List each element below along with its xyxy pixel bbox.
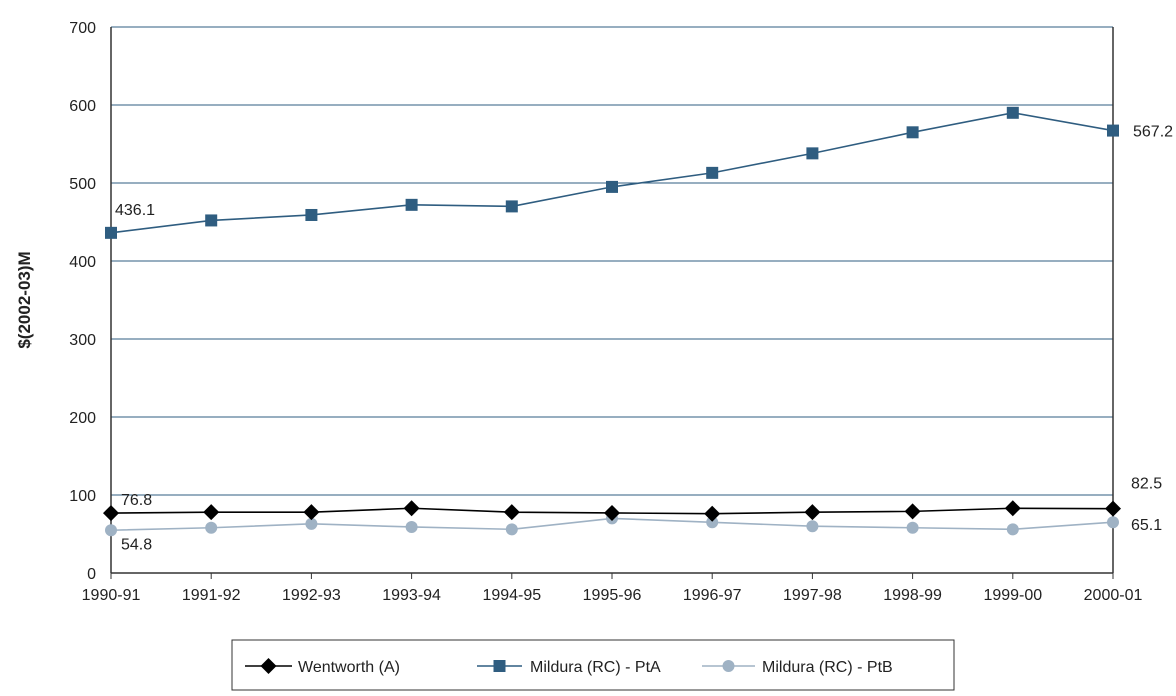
legend-item-1: Mildura (RC) - PtA — [477, 659, 661, 676]
data-point — [704, 505, 721, 522]
x-tick-label: 1994-95 — [482, 587, 541, 604]
x-tick-label: 1991-92 — [182, 587, 241, 604]
data-point — [305, 517, 318, 530]
y-tick-label: 600 — [69, 98, 96, 115]
series-0 — [103, 500, 1121, 522]
data-point — [505, 200, 518, 213]
legend: Wentworth (A) Mildura (RC) - PtA Mildura (… — [231, 639, 955, 691]
y-tick-label: 400 — [69, 254, 96, 271]
y-tick-label: 700 — [69, 20, 96, 37]
legend-item-0: Wentworth (A) — [245, 658, 400, 676]
y-tick-label: 500 — [69, 176, 96, 193]
data-point — [604, 504, 620, 521]
data-point — [804, 504, 821, 521]
data-point — [105, 226, 117, 239]
y-tick-label: 100 — [69, 488, 96, 505]
legend-marker — [260, 658, 277, 674]
x-tick-label: 1997-98 — [783, 587, 842, 604]
legend-label: Mildura (RC) - PtB — [762, 659, 893, 676]
y-axis-label: $(2002-03)M — [15, 251, 34, 348]
gridlines — [111, 26, 1113, 496]
data-point — [103, 505, 119, 522]
legend-marker — [493, 660, 506, 672]
legend-marker — [722, 660, 735, 672]
data-point — [906, 521, 919, 534]
x-tick-labels: 1990-91 1991-92 1992-93 1993-94 1994-95 1995-… — [82, 587, 1143, 604]
x-tick-label: 1999-00 — [983, 587, 1042, 604]
x-tick-label: 2000-01 — [1084, 587, 1143, 604]
legend-item-2: Mildura (RC) - PtB — [702, 659, 893, 676]
data-label: 82.5 — [1131, 476, 1162, 493]
series-1 — [105, 106, 1119, 239]
data-point — [505, 523, 518, 536]
x-tick-label: 1993-94 — [382, 587, 441, 604]
data-point — [1006, 106, 1019, 119]
series-line — [110, 111, 1114, 234]
x-tick-label: 1992-93 — [282, 587, 341, 604]
axes — [110, 27, 1114, 579]
data-labels: 436.1 567.2 76.8 82.5 54.8 65.1 — [115, 124, 1173, 554]
y-tick-labels: 0 100 200 300 400 500 600 700 — [69, 20, 96, 583]
data-point — [606, 180, 618, 193]
data-point — [305, 208, 318, 221]
data-point — [806, 147, 819, 160]
data-point — [503, 504, 520, 521]
data-point — [1107, 124, 1119, 137]
data-point — [1105, 500, 1121, 517]
series-group — [103, 106, 1121, 537]
data-point — [403, 500, 420, 517]
data-point — [105, 524, 117, 537]
x-tick-label: 1996-97 — [683, 587, 742, 604]
x-tick-label: 1990-91 — [82, 587, 141, 604]
legend-box — [231, 639, 955, 691]
y-tick-label: 0 — [87, 566, 96, 583]
data-point — [906, 126, 919, 139]
data-label: 65.1 — [1131, 517, 1162, 534]
y-tick-label: 200 — [69, 410, 96, 427]
x-tick-label: 1995-96 — [583, 587, 642, 604]
data-point — [706, 516, 719, 529]
data-point — [1004, 500, 1021, 517]
legend-label: Mildura (RC) - PtA — [530, 659, 661, 676]
data-point — [405, 198, 418, 211]
data-point — [203, 504, 220, 521]
y-tick-label: 300 — [69, 332, 96, 349]
data-point — [303, 504, 320, 521]
x-tick-label: 1998-99 — [883, 587, 942, 604]
data-label: 76.8 — [121, 492, 152, 509]
data-point — [405, 520, 418, 533]
data-label: 436.1 — [115, 202, 155, 219]
legend-label: Wentworth (A) — [298, 659, 400, 676]
data-point — [205, 521, 218, 534]
data-point — [904, 503, 921, 520]
data-label: 54.8 — [121, 536, 152, 553]
data-point — [1006, 523, 1019, 536]
data-point — [806, 520, 819, 533]
data-label: 567.2 — [1133, 124, 1173, 141]
data-point — [706, 166, 719, 179]
data-point — [205, 214, 218, 227]
data-point — [1107, 516, 1119, 529]
